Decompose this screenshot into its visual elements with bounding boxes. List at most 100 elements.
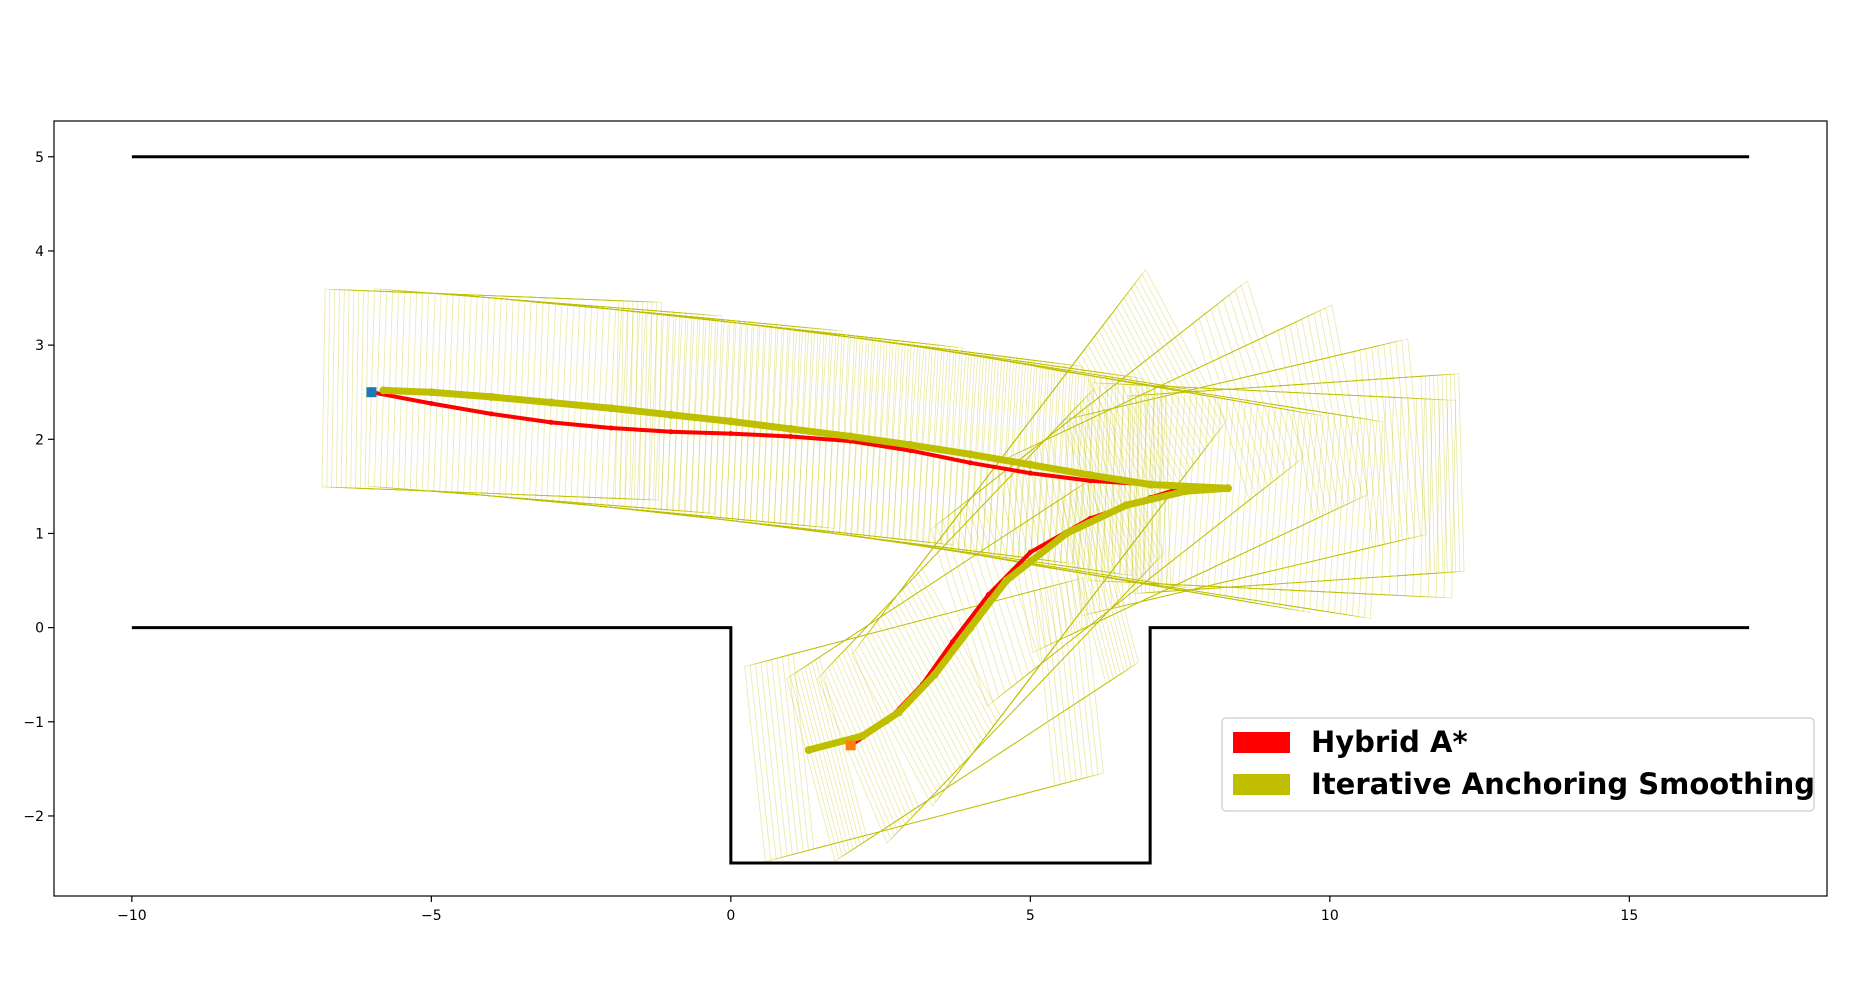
footprint-outline	[367, 288, 669, 510]
hybrid-a-star-point	[788, 433, 794, 439]
footprint-outline	[993, 360, 1300, 609]
footprint-outline	[921, 348, 1228, 597]
footprint-outline	[838, 399, 1154, 822]
y-tick-label: 3	[35, 338, 44, 354]
footprint-outline	[707, 320, 1012, 555]
x-tick-label: 10	[1321, 908, 1339, 924]
footprint-outline	[1017, 364, 1324, 613]
footprint-outline	[335, 289, 634, 500]
footprint-outline	[535, 302, 837, 529]
footprint-outline	[451, 294, 753, 521]
footprint-outline	[606, 309, 909, 540]
footprint-outline	[834, 403, 1150, 825]
iterative-anchoring-point	[906, 440, 915, 449]
footprint-outline	[505, 299, 807, 526]
footprint-outline	[999, 361, 1306, 610]
footprint-outline	[558, 303, 861, 535]
y-tick-label: 5	[35, 150, 44, 166]
footprint-outline	[1131, 375, 1431, 594]
footprint-outline	[1081, 346, 1391, 612]
footprint-outline	[517, 300, 819, 527]
footprint-outline	[898, 296, 1206, 746]
footprint-outline	[1032, 312, 1351, 637]
footprint-outline	[872, 329, 1180, 779]
footprint-outline	[787, 578, 1099, 851]
footprint-outline	[612, 309, 915, 541]
footprint-outline	[960, 298, 1280, 684]
iterative-anchoring-point	[1146, 480, 1155, 489]
iterative-anchoring-point	[966, 450, 975, 459]
footprint-outline	[749, 588, 1061, 861]
iterative-anchoring-point	[1002, 576, 1011, 585]
footprint-outline	[463, 295, 765, 522]
footprint-outline	[364, 290, 663, 501]
start-marker	[366, 387, 377, 398]
footprint-outline	[850, 337, 1156, 582]
footprint-outline	[1103, 383, 1402, 596]
footprint-outline	[373, 288, 675, 511]
footprint-outline	[359, 290, 658, 501]
iterative-anchoring-point	[1026, 460, 1035, 469]
footprint-outline	[767, 327, 1071, 563]
footprint-outline	[1095, 382, 1394, 596]
y-tick-label: 1	[35, 526, 44, 542]
footprint-outline	[903, 345, 1210, 594]
footprint-outline	[851, 358, 1159, 807]
footprint-outline	[773, 328, 1077, 564]
footprint-outline	[689, 317, 994, 553]
footprint-outline	[814, 333, 1120, 573]
footprint-outline	[665, 314, 970, 550]
footprint-outline	[951, 353, 1258, 602]
iterative-anchoring-point	[858, 731, 867, 740]
footprint-outline	[1165, 373, 1465, 592]
footprint-outline	[1065, 373, 1372, 618]
footprint-outline	[916, 273, 1223, 723]
y-tick-label: −1	[23, 715, 44, 731]
hybrid-a-star-point	[488, 411, 494, 417]
iterative-anchoring-point	[804, 746, 813, 755]
footprint-outline	[1059, 372, 1366, 617]
footprint-outline	[529, 301, 831, 528]
hybrid-a-star-point	[949, 639, 955, 645]
footprint-outline	[936, 317, 1256, 703]
footprint-outline	[582, 306, 885, 537]
footprint-outline	[340, 289, 639, 500]
footprint-outline	[755, 587, 1067, 860]
y-tick-label: 2	[35, 432, 44, 448]
iterative-anchoring-point	[1062, 529, 1071, 538]
footprint-outline	[1111, 339, 1421, 605]
footprint-outline	[321, 288, 619, 499]
footprint-outline	[912, 278, 1220, 727]
footprint-outline	[546, 302, 849, 533]
footprint-outline	[862, 339, 1168, 584]
footprint-outline	[1144, 374, 1444, 593]
iterative-anchoring-point	[786, 424, 795, 433]
footprint-outline	[1111, 383, 1410, 597]
footprint-outline	[1002, 326, 1321, 651]
footprint-outline	[1047, 370, 1354, 615]
footprint-outline	[824, 414, 1140, 837]
footprint-outline	[475, 296, 777, 523]
footprint-outline	[915, 347, 1222, 596]
footprint-outline	[792, 577, 1104, 850]
footprint-outline	[942, 313, 1262, 698]
iterative-anchoring-point	[966, 623, 975, 632]
footprint-outline	[883, 315, 1191, 765]
footprint-outline	[564, 304, 867, 535]
footprint-outline	[1044, 307, 1363, 631]
footprint-outline	[654, 314, 957, 545]
footprint-outline	[1152, 374, 1452, 593]
vehicle-footprints	[321, 268, 1465, 863]
footprint-outline	[781, 580, 1094, 853]
footprint-outline	[898, 345, 1204, 589]
footprint-outline	[1035, 368, 1342, 613]
iterative-anchoring-point	[427, 388, 436, 397]
footprint-outline	[1142, 384, 1441, 598]
footprint-outline	[345, 289, 643, 500]
footprint-outline	[1038, 310, 1357, 634]
footprint-outline	[786, 500, 1107, 862]
footprint-outline	[588, 307, 891, 538]
footprint-outline	[868, 340, 1174, 585]
footprint-outline	[1053, 371, 1360, 616]
footprint-outline	[765, 584, 1077, 857]
